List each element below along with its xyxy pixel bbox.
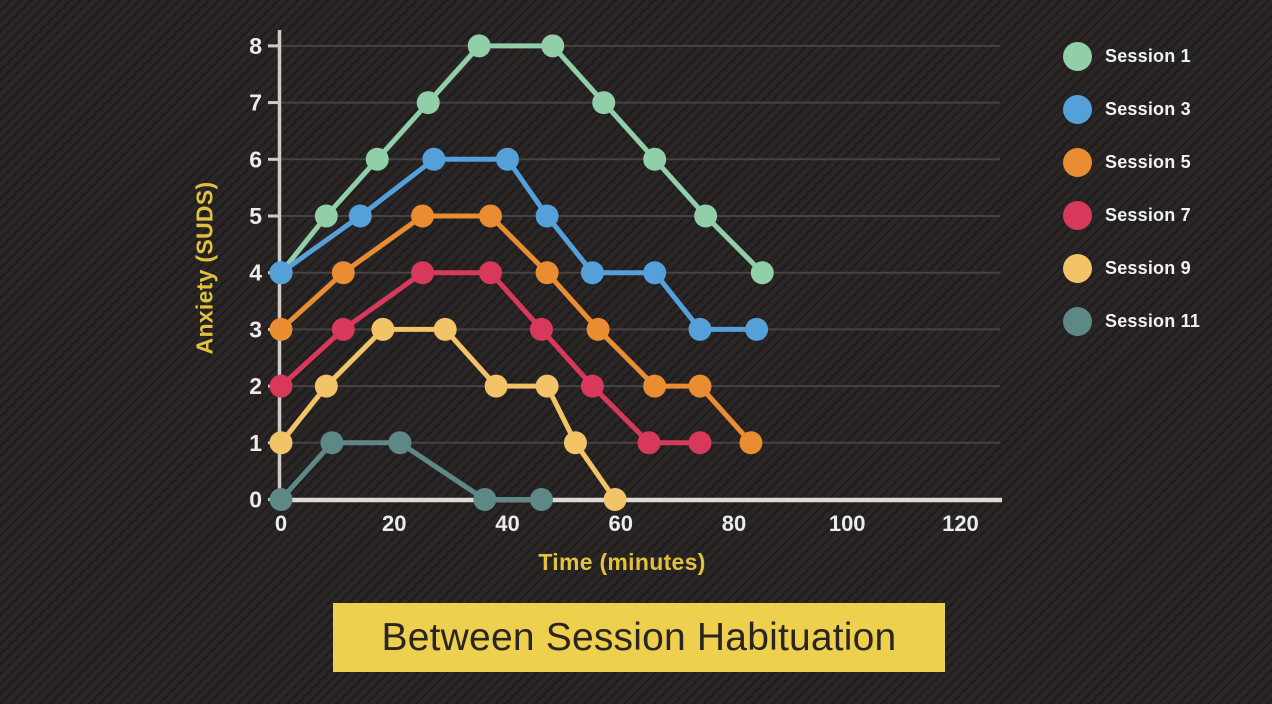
- y-axis-title: Anxiety (SUDS): [191, 181, 218, 355]
- data-point: [643, 374, 667, 398]
- series-session-11: [269, 431, 553, 511]
- chart-legend: Session 1 Session 3 Session 5 Session 7 Sess…: [1063, 42, 1200, 336]
- legend-swatch: [1063, 201, 1092, 230]
- data-point: [331, 261, 355, 285]
- data-point: [580, 261, 604, 285]
- legend-item-session-11: Session 11: [1063, 307, 1200, 336]
- legend-label: Session 5: [1105, 152, 1191, 172]
- data-point: [563, 431, 587, 455]
- data-point: [750, 261, 774, 285]
- legend-item-session-5: Session 5: [1063, 148, 1200, 177]
- legend-item-session-1: Session 1: [1063, 42, 1200, 71]
- data-point: [269, 431, 293, 455]
- data-point: [473, 488, 497, 511]
- data-point: [422, 147, 446, 171]
- legend-label: Session 1: [1105, 46, 1191, 66]
- data-point: [467, 34, 491, 58]
- y-tick-label-2: 2: [249, 373, 262, 399]
- x-tick-label-80: 80: [722, 511, 746, 536]
- x-axis-title: Time (minutes): [538, 549, 706, 575]
- legend-swatch: [1063, 254, 1092, 283]
- data-point: [388, 431, 412, 455]
- chart-title-banner: Between Session Habituation: [333, 603, 945, 672]
- data-point: [365, 147, 389, 171]
- series-session-9: [269, 317, 627, 511]
- series-line: [278, 43, 765, 276]
- data-point: [495, 147, 519, 171]
- y-tick-label-3: 3: [249, 316, 262, 342]
- data-point: [529, 488, 553, 511]
- y-tick-label-8: 8: [249, 33, 262, 59]
- data-point: [643, 147, 667, 171]
- data-point: [603, 488, 627, 511]
- x-tick-label-60: 60: [608, 511, 632, 536]
- legend-swatch: [1063, 95, 1092, 124]
- x-tick-label-40: 40: [495, 511, 519, 536]
- legend-item-session-7: Session 7: [1063, 201, 1200, 230]
- data-point: [269, 261, 293, 285]
- series-session-5: [269, 204, 763, 455]
- legend-label: Session 7: [1105, 205, 1191, 225]
- y-tick-label-0: 0: [249, 487, 262, 513]
- legend-label: Session 9: [1105, 258, 1191, 278]
- data-point: [371, 317, 395, 341]
- data-point: [411, 261, 435, 285]
- data-point: [320, 431, 344, 455]
- data-point: [586, 317, 610, 341]
- y-tick-label-5: 5: [249, 203, 262, 229]
- x-tick-label-120: 120: [942, 511, 979, 536]
- data-point: [745, 317, 769, 341]
- data-point: [535, 204, 559, 228]
- x-tick-label-0: 0: [275, 511, 287, 536]
- legend-label: Session 11: [1105, 311, 1201, 331]
- y-tick-label-7: 7: [249, 90, 262, 116]
- data-point: [529, 317, 553, 341]
- chart-title: Between Session Habituation: [381, 616, 897, 659]
- series-session-7: [269, 261, 712, 455]
- legend-swatch: [1063, 307, 1092, 336]
- y-tick-label-6: 6: [249, 146, 262, 172]
- data-point: [433, 317, 457, 341]
- data-point: [314, 204, 338, 228]
- data-point: [541, 34, 565, 58]
- data-point: [535, 374, 559, 398]
- data-point: [688, 374, 712, 398]
- data-point: [580, 374, 604, 398]
- data-point: [348, 204, 372, 228]
- data-point: [331, 317, 355, 341]
- legend-swatch: [1063, 148, 1092, 177]
- data-point: [484, 374, 508, 398]
- legend-item-session-9: Session 9: [1063, 254, 1200, 283]
- y-tick-label-1: 1: [249, 430, 262, 456]
- data-point: [416, 91, 440, 115]
- x-tick-label-100: 100: [829, 511, 866, 536]
- data-point: [694, 204, 718, 228]
- data-point: [535, 261, 559, 285]
- data-point: [739, 431, 763, 455]
- data-point: [269, 374, 293, 398]
- legend-swatch: [1063, 42, 1092, 71]
- legend-item-session-3: Session 3: [1063, 95, 1200, 124]
- x-tick-label-20: 20: [382, 511, 406, 536]
- data-point: [478, 204, 502, 228]
- data-point: [411, 204, 435, 228]
- legend-label: Session 3: [1105, 99, 1191, 119]
- data-point: [688, 317, 712, 341]
- series-session-3: [269, 147, 769, 341]
- data-point: [269, 488, 293, 511]
- series-line: [278, 270, 703, 446]
- y-tick-label-4: 4: [249, 260, 262, 286]
- series-line: [278, 440, 544, 502]
- data-point: [643, 261, 667, 285]
- data-point: [269, 317, 293, 341]
- data-point: [637, 431, 661, 455]
- data-point: [592, 91, 616, 115]
- data-point: [478, 261, 502, 285]
- data-point: [314, 374, 338, 398]
- data-point: [688, 431, 712, 455]
